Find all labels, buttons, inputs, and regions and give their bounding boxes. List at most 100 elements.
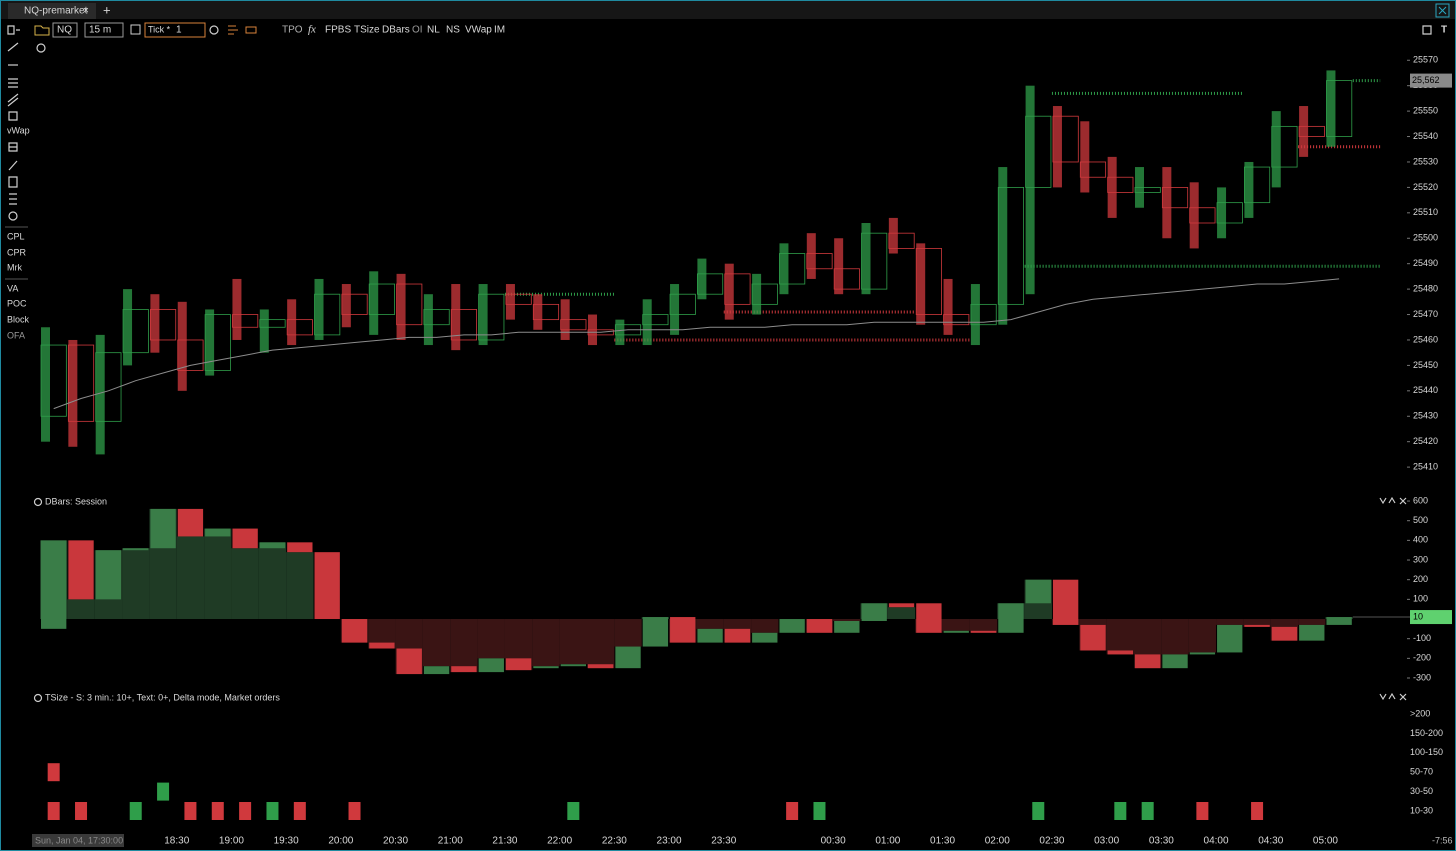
sidebar-item[interactable]: POC — [7, 298, 27, 308]
footprint-profile — [943, 278, 953, 335]
note-tool[interactable] — [8, 176, 18, 188]
rect-tool[interactable] — [8, 111, 18, 121]
footprint-profile — [724, 263, 734, 320]
pane-settings[interactable] — [33, 693, 43, 703]
y-tick-label: 25570 — [1413, 55, 1438, 65]
bar-body — [970, 303, 997, 326]
delta-bar — [1217, 624, 1243, 653]
tab-title[interactable]: NQ-premarket — [24, 6, 88, 17]
cycle-tool[interactable] — [8, 211, 18, 221]
bar-body — [149, 309, 177, 341]
crosshair-time: Sun, Jan 04, 17:30:00 — [35, 835, 123, 845]
y-tick-label: 100 — [1413, 594, 1428, 604]
pane-controls[interactable] — [1379, 496, 1407, 505]
indicator[interactable]: VWap — [465, 25, 492, 36]
footprint-profile — [177, 301, 187, 391]
indicator[interactable]: OI — [412, 25, 423, 36]
ruler-tool[interactable] — [9, 193, 17, 205]
indicator[interactable]: FPBS — [325, 25, 351, 36]
delta-area — [231, 548, 259, 620]
symbol-box[interactable] — [52, 22, 78, 38]
row-label: >200 — [1410, 708, 1430, 718]
text-tool[interactable]: T — [1441, 25, 1447, 36]
x-tick-label: 01:30 — [930, 836, 955, 847]
footprint-profile — [1189, 182, 1199, 249]
delta-bar — [314, 552, 340, 620]
indicator[interactable]: NL — [427, 25, 440, 36]
footprint-profile — [916, 243, 926, 325]
y-tick-label: -100 — [1413, 633, 1431, 643]
sidebar-item[interactable]: CPR — [7, 247, 27, 257]
channel-tool[interactable] — [8, 78, 18, 88]
delta-bar — [1135, 654, 1161, 669]
tick-value[interactable]: 1 — [176, 25, 182, 36]
bar-body — [1216, 202, 1243, 224]
tab-bar — [1, 1, 1455, 19]
delta-bar — [806, 619, 833, 633]
indicator[interactable]: IM — [494, 25, 505, 36]
footprint-profile — [451, 284, 461, 351]
delta-bar — [451, 666, 477, 673]
sidebar-item[interactable]: VA — [7, 283, 18, 293]
bar-body — [40, 344, 67, 417]
window-close[interactable] — [1435, 3, 1450, 18]
delta-bar — [1052, 579, 1079, 625]
interval[interactable]: 15 m — [89, 25, 111, 36]
footprint-profile — [95, 334, 105, 455]
indicator[interactable]: TPO — [282, 25, 303, 36]
footprint-profile — [615, 319, 625, 346]
clock: -7:56 — [1432, 835, 1453, 845]
delta-area — [559, 619, 587, 665]
y-tick-label: -300 — [1413, 672, 1431, 682]
y-tick-label: 300 — [1413, 554, 1428, 564]
pane-settings[interactable] — [33, 497, 43, 507]
settings-icon[interactable] — [209, 25, 219, 35]
footprint-profile — [779, 243, 789, 295]
symbol[interactable]: NQ — [57, 25, 72, 36]
bar-body — [1161, 186, 1189, 209]
tick-box[interactable] — [144, 22, 206, 38]
tab[interactable] — [8, 3, 96, 19]
pane-title: TSize - S: 3 min.: 10+, Text: 0+, Delta … — [45, 692, 280, 702]
sidebar-item[interactable]: Mrk — [7, 262, 22, 272]
delta-area — [1216, 619, 1244, 625]
indicator[interactable]: TSize — [354, 25, 380, 36]
open-icon[interactable] — [34, 25, 50, 36]
tab-close[interactable]: × — [83, 6, 89, 17]
y-tick-label: 25500 — [1413, 233, 1438, 243]
profile-icon[interactable] — [228, 25, 238, 35]
tool-icon[interactable] — [7, 25, 20, 35]
footprint-profile — [533, 294, 543, 330]
tick-label[interactable]: Tick * — [148, 24, 171, 34]
sidebar-item[interactable]: vWap — [7, 125, 30, 135]
brush-tool[interactable] — [8, 160, 18, 171]
tab-add[interactable]: + — [103, 2, 111, 17]
bar-body — [286, 319, 313, 336]
interval-box[interactable] — [84, 22, 124, 38]
delta-bar — [1025, 579, 1051, 604]
last-price-box — [1410, 73, 1452, 88]
indicator[interactable]: NS — [446, 25, 460, 36]
sidebar-item[interactable]: Block — [7, 314, 30, 324]
vwap-line — [53, 278, 1340, 410]
delta-bar — [232, 528, 258, 549]
sidebar-item[interactable]: OFA — [7, 330, 25, 340]
delta-bar — [205, 528, 231, 537]
fx-button[interactable]: fx — [308, 24, 316, 36]
delta-bar — [505, 658, 532, 671]
bar-icon[interactable] — [245, 26, 257, 34]
x-tick-label: 23:00 — [657, 836, 682, 847]
delta-area — [286, 552, 314, 620]
x-tick-label: 23:30 — [711, 836, 736, 847]
screenshot-icon[interactable] — [1422, 25, 1432, 35]
layer-icon[interactable] — [36, 43, 46, 53]
fib-tool[interactable] — [8, 142, 18, 152]
parallel-tool[interactable] — [7, 93, 19, 107]
line-tool[interactable] — [7, 42, 19, 52]
pane-controls[interactable] — [1379, 692, 1407, 701]
x-tick-label: 20:30 — [383, 836, 408, 847]
footprint-profile — [259, 309, 269, 353]
indicator[interactable]: DBars — [382, 25, 410, 36]
checkbox[interactable] — [130, 24, 141, 35]
sidebar-item[interactable]: CPL — [7, 231, 25, 241]
